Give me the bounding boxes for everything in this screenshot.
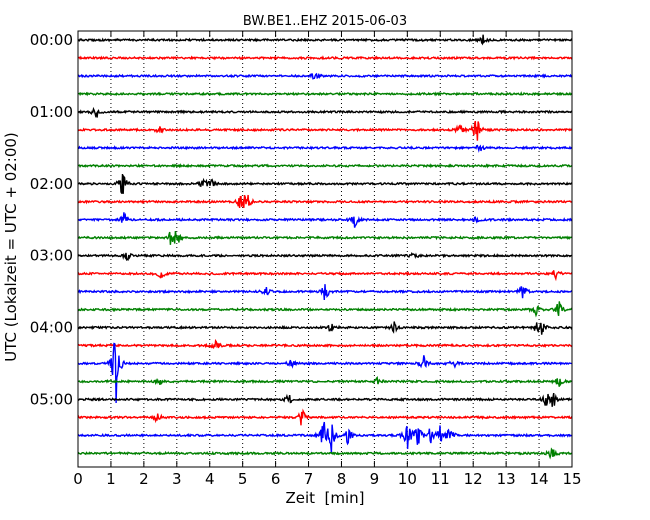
trace-0345 — [77, 301, 573, 318]
x-tick-label: 13 — [497, 470, 516, 488]
x-tick-label: 8 — [337, 470, 347, 488]
trace-0230 — [77, 212, 573, 228]
trace-0415 — [77, 338, 573, 349]
x-tick-label: 7 — [304, 470, 314, 488]
trace-0545 — [77, 447, 573, 460]
x-tick-label: 14 — [530, 470, 549, 488]
trace-0115 — [77, 120, 573, 141]
trace-0430 — [77, 342, 573, 404]
y-tick-label: 02:00 — [30, 175, 73, 193]
plot-frame — [77, 30, 573, 468]
x-tick-label: 3 — [172, 470, 182, 488]
trace-0145 — [77, 163, 573, 169]
x-tick-label: 4 — [205, 470, 215, 488]
x-tick-label: 6 — [271, 470, 281, 488]
trace-0000 — [77, 34, 573, 46]
x-axis-label: Zeit [min] — [285, 489, 364, 507]
x-ticks: 0 1 2 3 4 5 6 7 8 9 10 11 12 13 14 15 — [73, 31, 582, 488]
trace-0130 — [77, 144, 573, 153]
y-axis-label: UTC (Lokalzeit = UTC + 02:00) — [2, 132, 20, 362]
y-tick-label: 04:00 — [30, 319, 73, 337]
x-tick-label: 12 — [464, 470, 483, 488]
trace-0315 — [77, 270, 573, 282]
trace-0400 — [77, 321, 573, 335]
x-tick-label: 1 — [106, 470, 116, 488]
y-tick-label: 05:00 — [30, 390, 73, 408]
x-tick-label: 10 — [398, 470, 417, 488]
trace-lines — [77, 34, 573, 460]
grid-lines — [110, 31, 540, 467]
x-tick-label: 15 — [562, 470, 581, 488]
x-tick-label: 5 — [238, 470, 248, 488]
trace-0015 — [77, 55, 573, 61]
trace-0215 — [77, 194, 573, 208]
trace-0445 — [77, 375, 573, 387]
trace-0045 — [77, 91, 573, 97]
trace-0500 — [77, 392, 573, 407]
trace-0515 — [77, 408, 573, 426]
trace-0200 — [77, 173, 573, 194]
trace-0245 — [77, 230, 573, 245]
x-tick-label: 2 — [139, 470, 149, 488]
trace-0030 — [77, 72, 573, 80]
y-tick-label: 00:00 — [30, 31, 73, 49]
trace-0300 — [77, 252, 573, 261]
chart-title: BW.BE1..EHZ 2015-06-03 — [243, 14, 407, 29]
x-tick-label: 9 — [370, 470, 380, 488]
y-tick-label: 01:00 — [30, 103, 73, 121]
trace-0330 — [77, 284, 573, 301]
y-tick-label: 03:00 — [30, 247, 73, 265]
x-tick-label: 11 — [431, 470, 450, 488]
x-tick-label: 0 — [73, 470, 83, 488]
trace-0530 — [77, 421, 573, 453]
trace-0100 — [77, 106, 573, 119]
y-ticks: 00:00 01:00 02:00 03:00 04:00 05:00 — [30, 31, 572, 408]
